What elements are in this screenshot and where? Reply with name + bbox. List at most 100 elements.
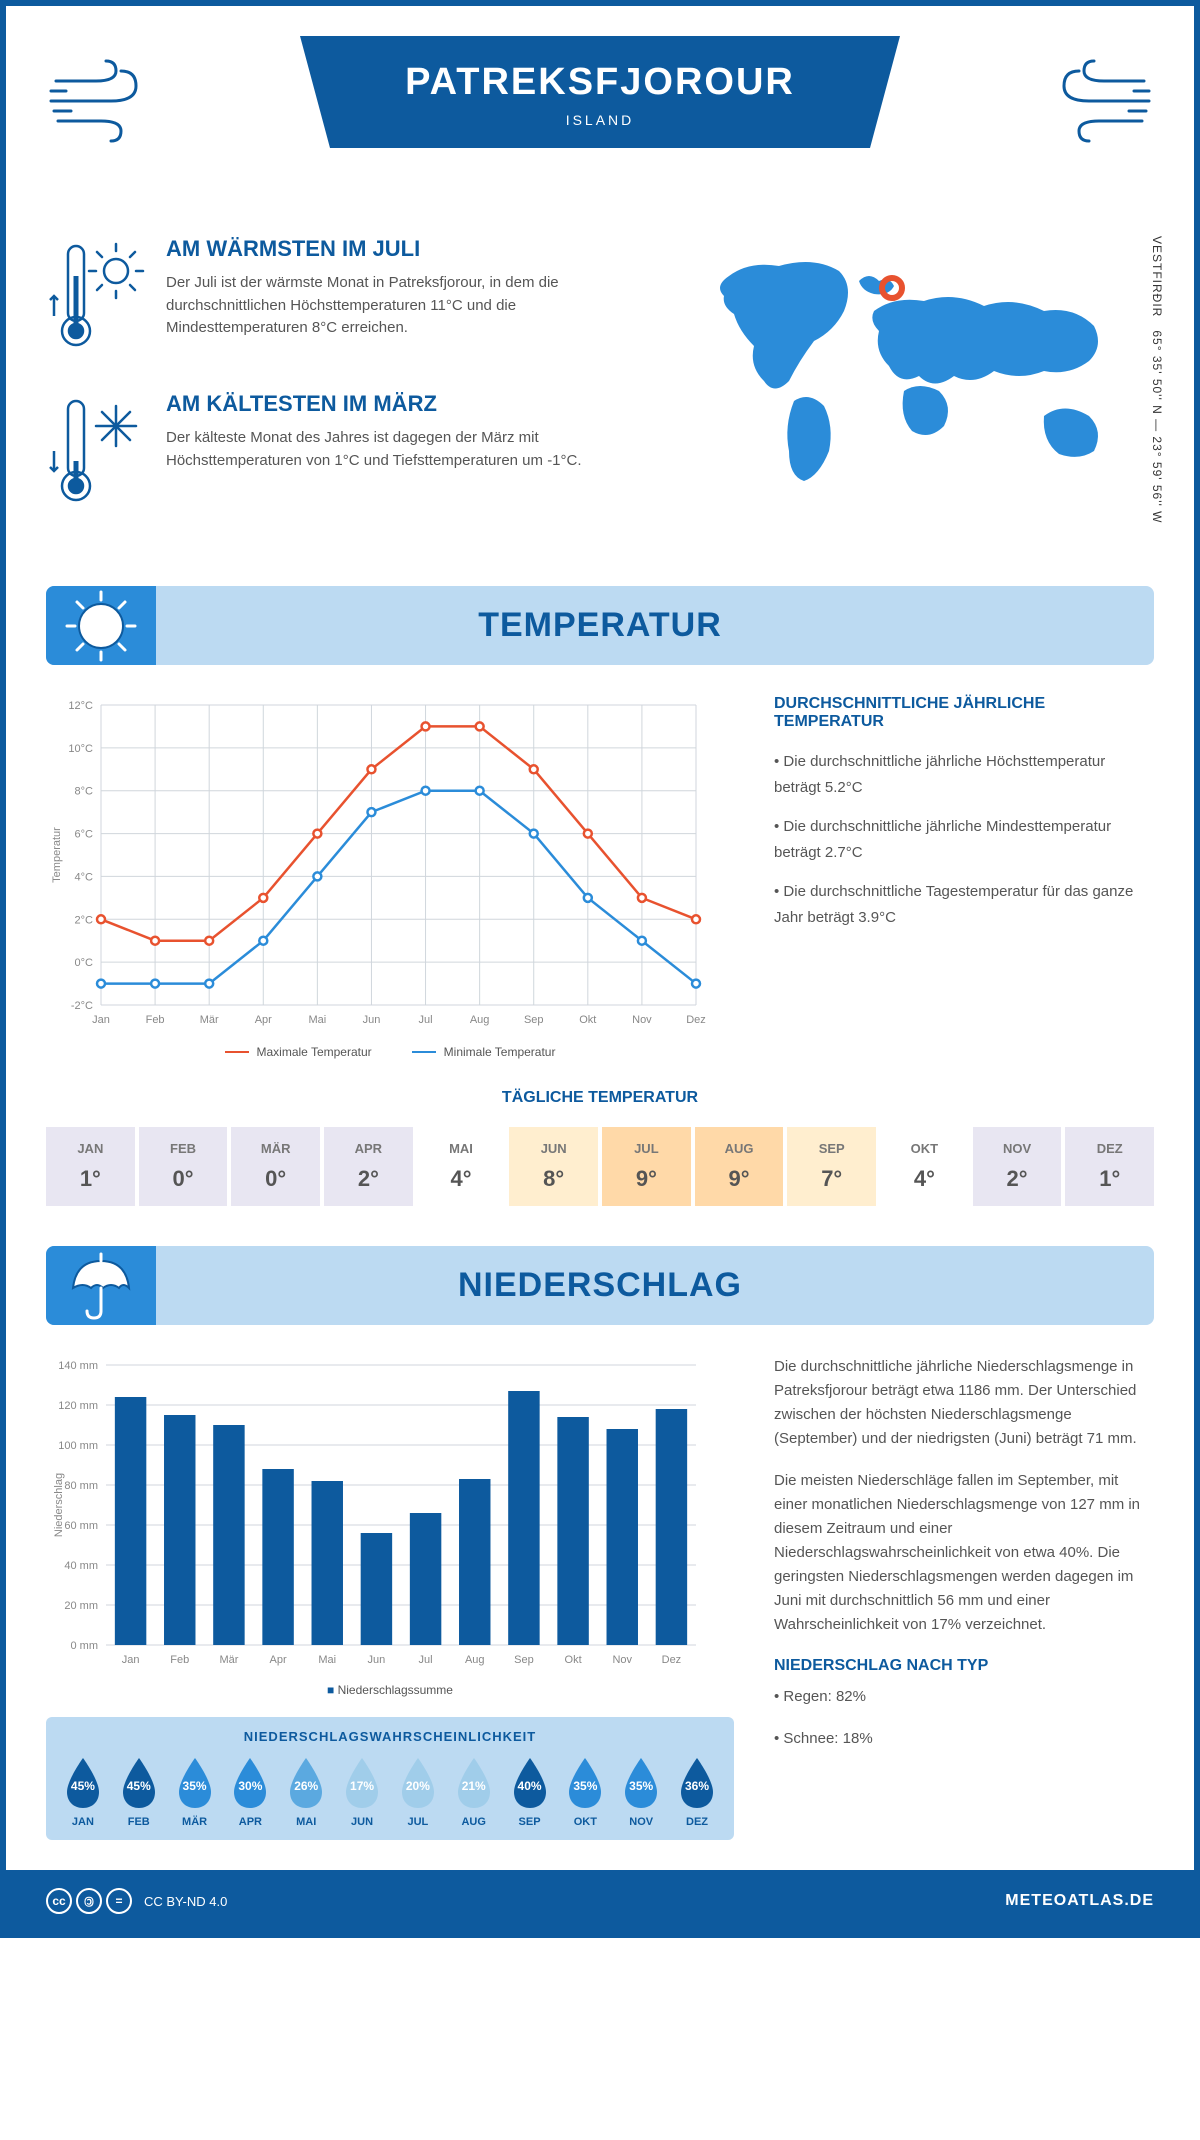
daily-temperature: TÄGLICHE TEMPERATUR JAN1°FEB0°MÄR0°APR2°… xyxy=(46,1089,1154,1206)
svg-text:0°C: 0°C xyxy=(75,957,94,969)
temp-info-title: DURCHSCHNITTLICHE JÄHRLICHE TEMPERATUR xyxy=(774,695,1154,731)
drop-cell: 26%MAI xyxy=(279,1756,333,1828)
month-cell: DEZ1° xyxy=(1065,1127,1154,1206)
drop-cell: 35%NOV xyxy=(614,1756,668,1828)
coldest-text: Der kälteste Monat des Jahres ist dagege… xyxy=(166,427,654,472)
svg-text:-2°C: -2°C xyxy=(71,1000,93,1012)
drop-cell: 45%JAN xyxy=(56,1756,110,1828)
svg-text:Jun: Jun xyxy=(363,1014,381,1026)
svg-text:Nov: Nov xyxy=(612,1654,632,1666)
month-cell: SEP7° xyxy=(787,1127,876,1206)
coordinates: VESTFIRÐIR 65° 35' 50'' N — 23° 59' 56''… xyxy=(1150,236,1164,523)
svg-text:60 mm: 60 mm xyxy=(64,1520,98,1532)
month-cell: JUL9° xyxy=(602,1127,691,1206)
svg-text:Niederschlag: Niederschlag xyxy=(53,1473,65,1537)
svg-text:Mär: Mär xyxy=(219,1654,238,1666)
sun-icon xyxy=(46,586,156,665)
month-cell: APR2° xyxy=(324,1127,413,1206)
svg-text:Mai: Mai xyxy=(308,1014,326,1026)
temp-info-p1: • Die durchschnittliche jährliche Höchst… xyxy=(774,749,1154,800)
temp-info-p2: • Die durchschnittliche jährliche Mindes… xyxy=(774,814,1154,865)
section-title: NIEDERSCHLAG xyxy=(76,1266,1124,1305)
precipitation-chart: 0 mm20 mm40 mm60 mm80 mm100 mm120 mm140 … xyxy=(46,1355,734,1697)
daily-title: TÄGLICHE TEMPERATUR xyxy=(46,1089,1154,1107)
precip-type2: • Schnee: 18% xyxy=(774,1727,1154,1751)
svg-text:Aug: Aug xyxy=(470,1014,490,1026)
svg-text:10°C: 10°C xyxy=(68,743,93,755)
svg-text:Sep: Sep xyxy=(514,1654,534,1666)
temp-info-p3: • Die durchschnittliche Tagestemperatur … xyxy=(774,879,1154,930)
svg-text:Jun: Jun xyxy=(368,1654,386,1666)
svg-text:80 mm: 80 mm xyxy=(64,1480,98,1492)
svg-text:40 mm: 40 mm xyxy=(64,1560,98,1572)
svg-text:Nov: Nov xyxy=(632,1014,652,1026)
svg-text:Temperatur: Temperatur xyxy=(51,827,63,883)
svg-text:Aug: Aug xyxy=(465,1654,485,1666)
svg-text:2°C: 2°C xyxy=(75,914,94,926)
warmest-block: AM WÄRMSTEN IM JULI Der Juli ist der wär… xyxy=(46,236,654,356)
svg-text:120 mm: 120 mm xyxy=(58,1400,98,1412)
svg-text:Mär: Mär xyxy=(200,1014,219,1026)
month-cell: OKT4° xyxy=(880,1127,969,1206)
svg-text:Mai: Mai xyxy=(318,1654,336,1666)
umbrella-icon xyxy=(46,1246,156,1325)
drop-cell: 21%AUG xyxy=(447,1756,501,1828)
thermometer-cold-icon xyxy=(46,391,146,511)
precip-p1: Die durchschnittliche jährliche Niedersc… xyxy=(774,1355,1154,1451)
svg-text:Apr: Apr xyxy=(255,1014,272,1026)
drop-cell: 45%FEB xyxy=(112,1756,166,1828)
svg-text:6°C: 6°C xyxy=(75,829,94,841)
drop-cell: 17%JUN xyxy=(335,1756,389,1828)
svg-text:4°C: 4°C xyxy=(75,871,94,883)
month-cell: FEB0° xyxy=(139,1127,228,1206)
month-cell: AUG9° xyxy=(695,1127,784,1206)
svg-text:0 mm: 0 mm xyxy=(71,1640,99,1652)
bar-legend: Niederschlagssumme xyxy=(46,1683,734,1697)
month-cell: JAN1° xyxy=(46,1127,135,1206)
probability-title: NIEDERSCHLAGSWAHRSCHEINLICHKEIT xyxy=(56,1729,724,1744)
warmest-title: AM WÄRMSTEN IM JULI xyxy=(166,236,654,262)
precipitation-banner: NIEDERSCHLAG xyxy=(46,1246,1154,1325)
precip-type1: • Regen: 82% xyxy=(774,1685,1154,1709)
drop-cell: 30%APR xyxy=(223,1756,277,1828)
site-name: METEOATLAS.DE xyxy=(1005,1892,1154,1910)
svg-text:Dez: Dez xyxy=(662,1654,682,1666)
svg-text:Okt: Okt xyxy=(579,1014,596,1026)
page-title: PATREKSFJOROUR xyxy=(320,61,880,104)
temperature-info: DURCHSCHNITTLICHE JÄHRLICHE TEMPERATUR •… xyxy=(774,695,1154,1059)
svg-text:Feb: Feb xyxy=(146,1014,165,1026)
legend-max: Maximale Temperatur xyxy=(225,1045,372,1059)
svg-text:8°C: 8°C xyxy=(75,786,94,798)
svg-text:Jan: Jan xyxy=(92,1014,110,1026)
temperature-chart: -2°C 0°C 2°C 4°C 6°C 8°C 10°C 12°C Jan Feb Mär Apr M… xyxy=(46,695,734,1059)
wind-icon xyxy=(46,56,156,146)
month-cell: NOV2° xyxy=(973,1127,1062,1206)
footer: cc 🄯 = CC BY-ND 4.0 METEOATLAS.DE xyxy=(6,1870,1194,1932)
svg-text:20 mm: 20 mm xyxy=(64,1600,98,1612)
header: PATREKSFJOROUR ISLAND xyxy=(46,36,1154,216)
svg-text:100 mm: 100 mm xyxy=(58,1440,98,1452)
temperature-banner: TEMPERATUR xyxy=(46,586,1154,665)
month-cell: JUN8° xyxy=(509,1127,598,1206)
precip-type-title: NIEDERSCHLAG NACH TYP xyxy=(774,1657,1154,1675)
world-map: VESTFIRÐIR 65° 35' 50'' N — 23° 59' 56''… xyxy=(694,236,1154,546)
svg-text:Jul: Jul xyxy=(419,1014,433,1026)
license-text: CC BY-ND 4.0 xyxy=(144,1894,227,1909)
drop-cell: 36%DEZ xyxy=(670,1756,724,1828)
month-cell: MÄR0° xyxy=(231,1127,320,1206)
svg-text:Dez: Dez xyxy=(686,1014,706,1026)
intro-section: AM WÄRMSTEN IM JULI Der Juli ist der wär… xyxy=(46,236,1154,546)
month-cell: MAI4° xyxy=(417,1127,506,1206)
svg-text:Okt: Okt xyxy=(565,1654,582,1666)
drop-cell: 35%MÄR xyxy=(168,1756,222,1828)
drop-cell: 35%OKT xyxy=(558,1756,612,1828)
warmest-text: Der Juli ist der wärmste Monat in Patrek… xyxy=(166,272,654,340)
drop-cell: 40%SEP xyxy=(503,1756,557,1828)
svg-text:12°C: 12°C xyxy=(68,700,93,712)
svg-text:Jul: Jul xyxy=(419,1654,433,1666)
section-title: TEMPERATUR xyxy=(76,606,1124,645)
thermometer-hot-icon xyxy=(46,236,146,356)
coldest-title: AM KÄLTESTEN IM MÄRZ xyxy=(166,391,654,417)
title-banner: PATREKSFJOROUR ISLAND xyxy=(300,36,900,148)
precipitation-info: Die durchschnittliche jährliche Niedersc… xyxy=(774,1355,1154,1840)
